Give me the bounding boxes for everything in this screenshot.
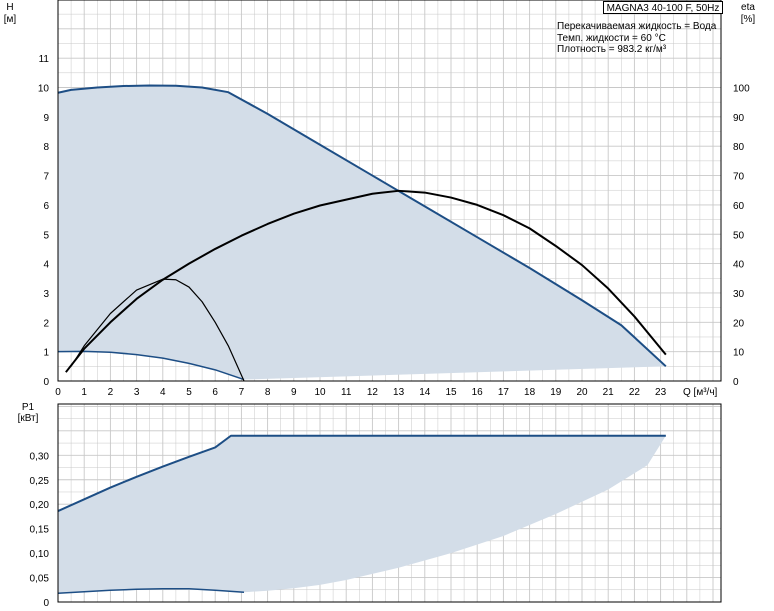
p1-tick-label: 0,20: [30, 500, 50, 511]
p1-tick-label: 0,10: [30, 549, 50, 560]
y2-tick-label: 90: [733, 113, 745, 124]
y-tick-label: 9: [43, 113, 49, 124]
x-tick-label: 15: [445, 387, 457, 398]
p1-tick-label: 0,30: [30, 451, 50, 462]
y2-tick-label: 40: [733, 260, 745, 271]
p1-tick-label: 0: [43, 598, 49, 609]
y-tick-label: 11: [39, 54, 50, 65]
y-tick-label: 4: [43, 260, 49, 271]
x-tick-label: 9: [291, 387, 297, 398]
y2-tick-label: 0: [733, 377, 739, 388]
p1-tick-label: 0,05: [30, 574, 50, 585]
x-tick-label: 17: [498, 387, 510, 398]
x-tick-label: 12: [367, 387, 379, 398]
p1-max-curve: [57, 434, 666, 512]
x-tick-label: 14: [419, 387, 431, 398]
x-tick-label: 3: [134, 387, 140, 398]
y2-tick-label: 100: [733, 84, 750, 95]
y2-tick-label: 60: [733, 201, 745, 212]
power-range-area: [58, 435, 666, 594]
fluid-info: Перекачиваемая жидкость = Вода Темп. жид…: [557, 21, 716, 56]
y2-tick-label: 70: [733, 172, 745, 183]
y-axis-label-h: H: [6, 2, 13, 13]
y-tick-label: 8: [43, 142, 49, 153]
y2-tick-label: 50: [733, 230, 745, 241]
lower-plot-border: [57, 403, 722, 603]
y-tick-label: 7: [43, 172, 49, 183]
eta-min-curve: [70, 278, 245, 382]
p1-tick-label: 0,25: [30, 476, 50, 487]
x-tick-label: 1: [81, 387, 87, 398]
x-tick-label: 19: [550, 387, 562, 398]
y2-tick-label: 10: [733, 348, 745, 359]
y-tick-label: 3: [43, 289, 49, 300]
y2-tick-label: 80: [733, 142, 745, 153]
x-tick-label: 2: [108, 387, 114, 398]
x-tick-label: 16: [472, 387, 484, 398]
info-line-temperature: Темп. жидкости = 60 °C: [557, 32, 666, 44]
x-tick-label: 7: [239, 387, 245, 398]
y2-axis-label-eta: eta: [741, 2, 755, 13]
x-tick-label: 22: [629, 387, 641, 398]
x-tick-label: 6: [212, 387, 218, 398]
x-tick-label: 23: [655, 387, 667, 398]
x-tick-label: 18: [524, 387, 536, 398]
y-axis-label-unit: [м]: [4, 14, 17, 25]
max-head-curve: [57, 84, 667, 368]
x-tick-label: 10: [314, 387, 326, 398]
p1-min-curve: [57, 588, 245, 594]
y2-tick-label: 20: [733, 318, 745, 329]
x-tick-label: 5: [186, 387, 192, 398]
x-tick-label: 0: [55, 387, 61, 398]
info-line-fluid: Перекачиваемая жидкость = Вода: [557, 21, 717, 32]
x-tick-label: 20: [576, 387, 588, 398]
min-head-curve: [57, 350, 245, 381]
y-tick-label: 10: [38, 84, 50, 95]
y-tick-label: 5: [43, 230, 49, 241]
chart-title-box: MAGNA3 40-100 F, 50Hz: [603, 1, 723, 14]
operating-range-area: [58, 85, 666, 380]
y2-tick-label: 30: [733, 289, 745, 300]
x-tick-label: 21: [603, 387, 615, 398]
eta-max-curve: [65, 189, 667, 373]
y-tick-label: 6: [43, 201, 49, 212]
y-tick-label: 1: [43, 348, 49, 359]
x-tick-label: 4: [160, 387, 166, 398]
upper-plot-border: [57, 0, 722, 382]
y-tick-label: 2: [43, 318, 49, 329]
p1-axis-unit: [кВт]: [18, 413, 39, 424]
x-axis-label: Q [м³/ч]: [683, 387, 718, 398]
info-line-density: Плотность = 983.2 кг/м³: [557, 44, 667, 55]
y2-axis-label-unit: [%]: [741, 14, 756, 25]
p1-axis-label: P1: [22, 402, 35, 413]
x-tick-label: 8: [265, 387, 271, 398]
p1-tick-label: 0,15: [30, 525, 50, 536]
x-tick-label: 13: [393, 387, 405, 398]
y-tick-label: 0: [43, 377, 49, 388]
x-tick-label: 11: [341, 387, 352, 398]
